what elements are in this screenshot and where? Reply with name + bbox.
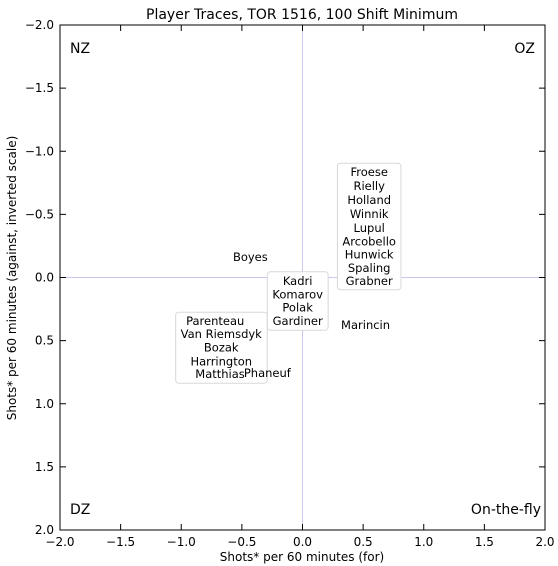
player-label: Gardiner — [273, 314, 323, 328]
player-label: Polak — [282, 300, 313, 314]
player-label: Harrington — [190, 355, 252, 369]
x-tick-label: 0.5 — [354, 535, 373, 549]
label-box — [336, 162, 402, 291]
player-label: Kadri — [283, 274, 313, 288]
player-label: Grabner — [346, 274, 393, 288]
chart-title: Player Traces, TOR 1516, 100 Shift Minim… — [146, 7, 458, 23]
label-box — [266, 271, 329, 331]
x-tick-label: −1.5 — [106, 535, 135, 549]
x-axis-label: Shots* per 60 minutes (for) — [220, 550, 384, 564]
axis-ticks: −2.0 −1.5 −1.0 −0.5 0.0 0.5 1.0 1.5 2.0−2.0−1.5−… — [25, 18, 555, 549]
y-tick-label: 0.0 — [35, 271, 54, 285]
player-label: Rielly — [353, 179, 385, 193]
player-label: Froese — [350, 165, 387, 179]
y-tick-label: 1.5 — [35, 460, 54, 474]
x-tick-label: 1.5 — [475, 535, 494, 549]
y-tick-label: −1.5 — [25, 81, 54, 95]
y-tick-label: −0.5 — [25, 207, 54, 221]
player-label: Winnik — [350, 207, 389, 221]
player-label: Marincin — [341, 318, 390, 332]
player-labels: FroeseRiellyHollandWinnikLupulArcobelloH… — [181, 165, 396, 381]
quadrant-label: NZ — [70, 41, 90, 57]
x-tick-label: 1.0 — [414, 535, 433, 549]
quadrant-label: On-the-fly — [471, 502, 541, 518]
x-tick-label: 0.0 — [293, 535, 312, 549]
player-label: Boyes — [233, 250, 268, 264]
player-label: Holland — [347, 193, 391, 207]
player-label: Matthias — [195, 367, 245, 381]
player-label: Lupul — [354, 221, 385, 235]
x-tick-label: 2.0 — [535, 535, 554, 549]
y-tick-label: −1.0 — [25, 144, 54, 158]
y-tick-label: 2.0 — [35, 523, 54, 537]
player-label: Bozak — [204, 341, 239, 355]
player-label: Hunwick — [345, 247, 394, 261]
x-tick-label: −1.0 — [167, 535, 196, 549]
player-label: Van Riemsdyk — [181, 327, 263, 341]
label-box — [175, 311, 268, 384]
player-label: Komarov — [272, 288, 323, 302]
y-tick-label: −2.0 — [25, 18, 54, 32]
x-tick-label: −0.5 — [227, 535, 256, 549]
y-axis-label: Shots* per 60 minutes (against, inverted… — [5, 136, 19, 421]
x-tick-label: −2.0 — [45, 535, 74, 549]
y-tick-label: 1.0 — [35, 397, 54, 411]
player-label: Spaling — [348, 261, 391, 275]
quadrant-labels: NZ OZ DZ On-the-fly — [70, 41, 541, 518]
player-label: Parenteau — [186, 314, 244, 328]
y-tick-label: 0.5 — [35, 334, 54, 348]
quadrant-label: OZ — [514, 41, 535, 57]
label-boxes — [175, 162, 402, 384]
quadrant-label: DZ — [70, 502, 90, 518]
player-label: Phaneuf — [244, 366, 292, 380]
player-label: Arcobello — [342, 235, 396, 249]
